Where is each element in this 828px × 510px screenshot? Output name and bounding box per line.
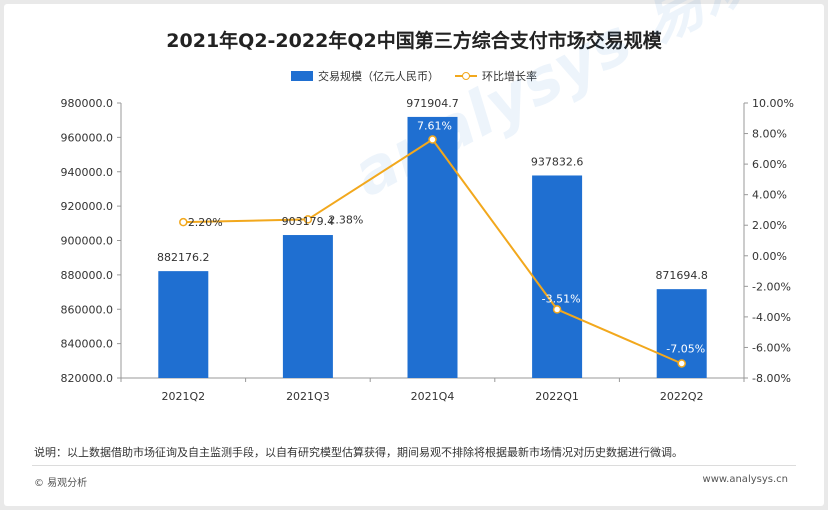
y-right-tick-label: -6.00% <box>752 341 791 354</box>
copyright-text: © 易观分析 <box>34 478 88 489</box>
bar-value-label: 871694.8 <box>655 269 708 282</box>
footer-divider <box>32 465 796 466</box>
chart-title: 2021年Q2-2022年Q2中国第三方综合支付市场交易规模 <box>166 30 662 52</box>
bar <box>407 116 458 379</box>
growth-value-label: 2.38% <box>328 213 363 226</box>
bar <box>532 175 583 378</box>
legend-swatch-bar <box>291 71 313 81</box>
y-left-tick-label: 980000.0 <box>61 97 114 110</box>
growth-point <box>303 215 313 224</box>
growth-value-label: -7.05% <box>666 342 705 355</box>
y-right-tick-label: -2.00% <box>752 280 791 293</box>
bar <box>158 271 209 378</box>
x-tick-label: 2021Q2 <box>161 390 205 403</box>
x-tick-label: 2022Q2 <box>660 390 704 403</box>
growth-value-label: 2.20% <box>188 216 223 229</box>
bar-value-label: 882176.2 <box>157 251 210 264</box>
growth-point <box>552 305 562 314</box>
chart-plot: 980000.0 960000.0 940000.0 920000.0 900000.0… <box>61 97 794 403</box>
x-tick-label: 2022Q1 <box>535 390 579 403</box>
bar-value-label: 937832.6 <box>531 155 584 168</box>
x-tick-label: 2021Q3 <box>286 390 330 403</box>
y-left-tick-label: 880000.0 <box>61 269 114 282</box>
bar-value-label: 971904.7 <box>406 97 459 110</box>
y-left-tick-label: 860000.0 <box>61 303 114 316</box>
growth-point <box>179 217 188 227</box>
y-left-tick-label: 900000.0 <box>61 235 114 248</box>
legend-item-line[interactable]: 环比增长率 <box>455 68 537 84</box>
x-tick-label: 2021Q4 <box>411 390 455 403</box>
legend-item-bar[interactable]: 交易规模（亿元人民币） <box>291 68 439 84</box>
y-right-tick-label: 6.00% <box>752 158 787 171</box>
legend: 交易规模（亿元人民币） 环比增长率 <box>4 68 824 84</box>
bar <box>282 235 333 378</box>
y-right-tick-label: 4.00% <box>752 189 787 202</box>
y-right-tick-label: 2.00% <box>752 219 787 232</box>
y-left-tick-label: 960000.0 <box>61 131 114 144</box>
y-left-tick-label: 820000.0 <box>61 372 114 385</box>
legend-label-line: 环比增长率 <box>482 70 537 83</box>
growth-value-label: -3.51% <box>542 292 581 305</box>
legend-swatch-line <box>455 71 477 81</box>
bar-value-label: 903179.4 <box>282 215 335 228</box>
website-link[interactable]: www.analysys.cn <box>702 474 788 485</box>
y-left-tick-label: 920000.0 <box>61 200 114 213</box>
y-right-tick-label: -4.00% <box>752 311 791 324</box>
growth-value-label: 7.61% <box>417 120 452 133</box>
y-right-tick-label: 0.00% <box>752 250 787 263</box>
y-right-tick-label: 10.00% <box>752 97 794 110</box>
y-left-tick-label: 940000.0 <box>61 166 114 179</box>
y-left-tick-label: 840000.0 <box>61 338 114 351</box>
growth-point <box>677 359 686 368</box>
legend-label-bar: 交易规模（亿元人民币） <box>318 70 439 83</box>
y-right-tick-label: -8.00% <box>752 372 791 385</box>
y-right-tick-label: 8.00% <box>752 128 787 141</box>
footnote: 说明：以上数据借助市场征询及自主监测手段，以自有研究模型估算获得，期间易观不排除… <box>34 446 683 459</box>
chart-card: 2021年Q2-2022年Q2中国第三方综合支付市场交易规模 交易规模（亿元人民… <box>4 0 828 506</box>
growth-point <box>428 135 437 144</box>
